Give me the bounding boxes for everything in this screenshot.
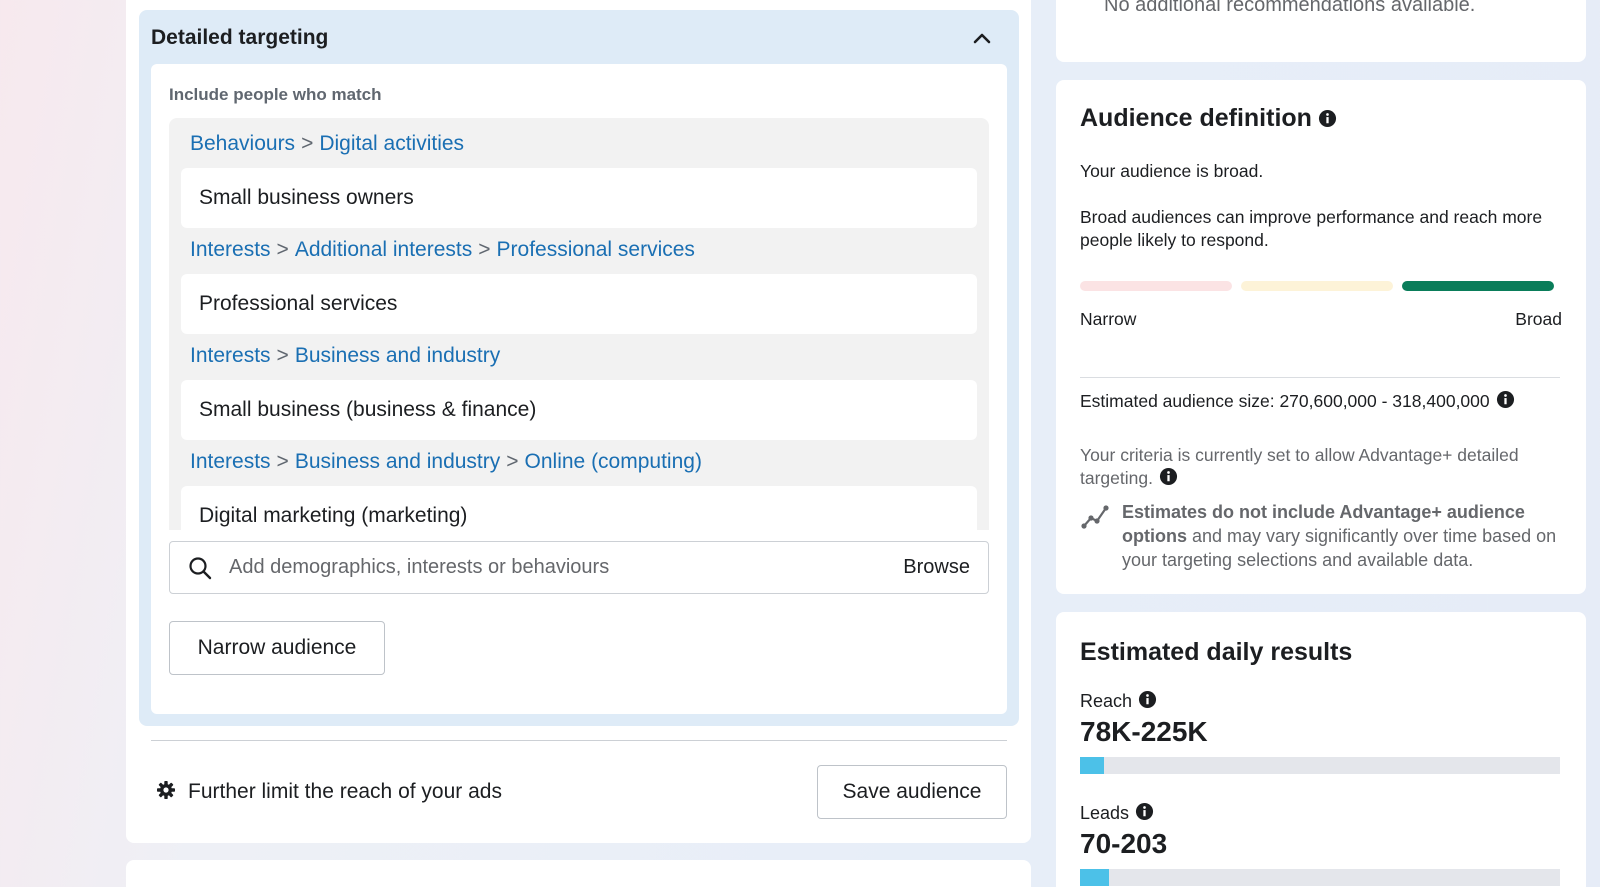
breadcrumb-link[interactable]: Interests [190,238,271,261]
audience-meter-broad [1402,281,1554,291]
audience-meter-specific [1241,281,1393,291]
breadcrumb-link[interactable]: Behaviours [190,132,296,155]
breadcrumb-link[interactable]: Interests [190,450,271,473]
trend-icon [1081,505,1109,529]
estimates-disclaimer: Estimates do not include Advantage+ audi… [1122,502,1557,570]
info-icon[interactable] [1159,467,1178,486]
breadcrumb-link[interactable]: Online (computing) [524,450,702,473]
criteria-note: Your criteria is currently set to allow … [1080,445,1519,488]
criteria-item[interactable]: Professional services [181,274,977,334]
audience-status: Your audience is broad. [1080,161,1264,181]
breadcrumb: Interests > Business and industry > Online (… [190,450,702,473]
search-icon [189,557,212,580]
further-limit-label: Further limit the reach of your ads [188,780,502,803]
audience-meter-narrow [1080,281,1232,291]
breadcrumb-link[interactable]: Professional services [496,238,695,261]
no-recommendations-text: No additional recommendations available. [1104,0,1476,16]
broad-label: Broad [1515,309,1562,329]
include-label: Include people who match [169,85,382,104]
recommendations-card: No additional recommendations available. [1056,0,1586,62]
detailed-targeting-title: Detailed targeting [151,26,329,49]
targeting-search-input[interactable]: Add demographics, interests or behaviour… [169,541,989,594]
reach-bar-fill [1080,757,1104,774]
leads-bar-fill [1080,869,1109,886]
browse-link[interactable]: Browse [903,556,970,578]
next-card [126,860,1031,887]
info-icon[interactable] [1496,390,1515,409]
info-icon[interactable] [1135,802,1154,821]
audience-definition-card: Audience definition Your audience is bro… [1056,80,1586,594]
divider [1080,377,1560,378]
leads-label: Leads [1080,802,1154,824]
narrow-label: Narrow [1080,309,1137,329]
estimated-daily-results-card: Estimated daily results Reach 78K-225K L… [1056,612,1586,887]
estimated-audience-size: Estimated audience size: 270,600,000 - 3… [1080,390,1562,413]
gear-icon [157,781,175,799]
reach-bar [1080,757,1560,774]
detailed-targeting-panel: Include people who match Behaviours > Digi… [151,64,1007,714]
detailed-targeting-section: Detailed targeting Include people who ma… [139,10,1019,726]
breadcrumb-link[interactable]: Business and industry [294,344,501,367]
info-icon[interactable] [1138,690,1157,709]
audience-definition-title: Audience definition [1080,104,1337,133]
info-icon[interactable] [1318,109,1337,128]
save-audience-button[interactable]: Save audience [817,765,1007,819]
breadcrumb: Interests > Additional interests > Professio… [190,238,695,261]
reach-value: 78K-225K [1080,716,1208,747]
criteria-item[interactable]: Small business (business & finance) [181,380,977,440]
divider [151,740,1007,741]
leads-value: 70-203 [1080,828,1168,859]
narrow-audience-button[interactable]: Narrow audience [169,621,385,675]
leads-bar [1080,869,1560,886]
audience-description: Broad audiences can improve performance … [1080,207,1543,250]
breadcrumb-link[interactable]: Additional interests [294,238,473,261]
criteria-list: Behaviours > Digital activities Small busi… [169,118,989,530]
criteria-item[interactable]: Digital marketing (marketing) [181,486,977,530]
further-limit-reach[interactable]: Further limit the reach of your ads [156,780,502,804]
reach-label: Reach [1080,690,1157,712]
search-placeholder: Add demographics, interests or behaviour… [229,556,610,578]
breadcrumb: Interests > Business and industry [190,344,501,367]
criteria-item[interactable]: Small business owners [181,168,977,228]
breadcrumb-link[interactable]: Digital activities [319,132,465,155]
breadcrumb-link[interactable]: Interests [190,344,271,367]
breadcrumb: Behaviours > Digital activities [190,132,465,155]
chevron-up-icon[interactable] [971,30,993,46]
breadcrumb-link[interactable]: Business and industry [294,450,501,473]
daily-results-title: Estimated daily results [1080,638,1353,666]
